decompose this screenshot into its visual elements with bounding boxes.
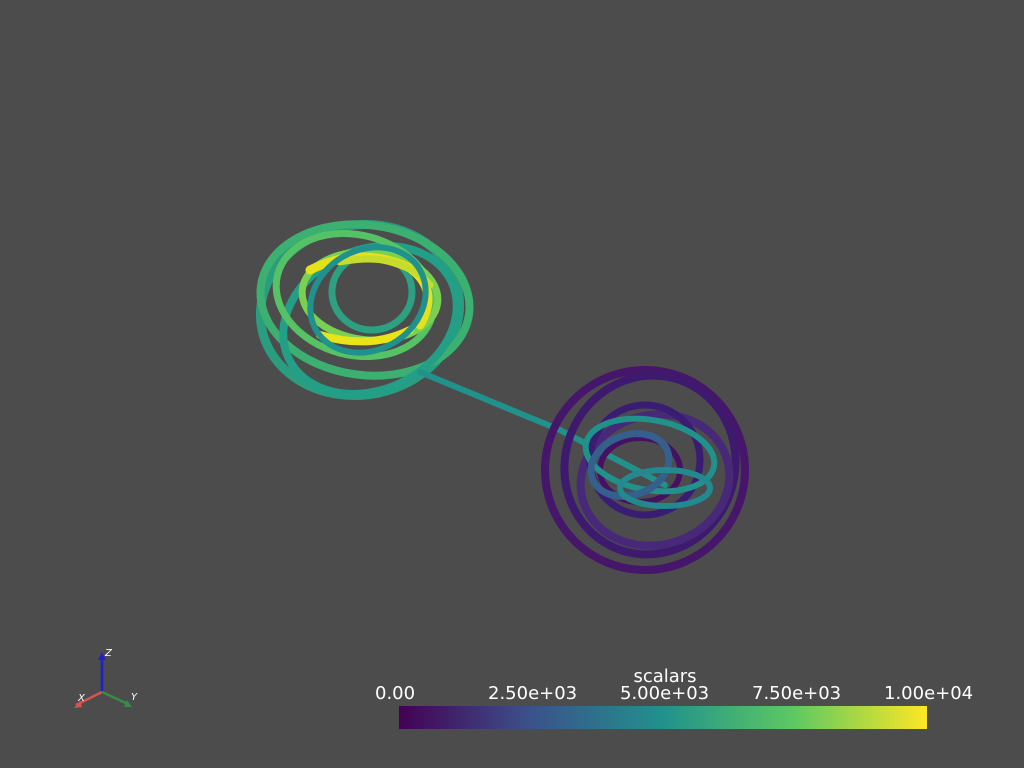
colorbar-tick-label: 7.50e+03 [752, 683, 842, 704]
colorbar-tick-label: 0.00 [375, 683, 416, 704]
y-axis-arrow [124, 700, 132, 707]
left-vortex [255, 220, 474, 400]
scalar-colorbar: scalars 0.00 2.50e+03 5.00e+03 7.50e+03 … [370, 666, 974, 736]
colorbar-tick-label: 5.00e+03 [620, 683, 710, 704]
colorbar-gradient [399, 706, 927, 729]
x-axis-label: X [77, 693, 86, 704]
right-vortex [541, 366, 749, 574]
orientation-axes-widget: Z X Y [74, 648, 138, 708]
y-axis-label: Y [131, 692, 138, 703]
colorbar-tick-label: 1.00e+04 [884, 683, 974, 704]
colorbar-tick-label: 2.50e+03 [488, 683, 578, 704]
z-axis-arrow [98, 652, 106, 660]
colorbar-title: scalars [633, 666, 697, 687]
y-axis-line [101, 690, 129, 706]
z-axis-label: Z [104, 648, 113, 659]
connecting-tube [417, 369, 668, 488]
x-axis-arrow [74, 701, 82, 708]
